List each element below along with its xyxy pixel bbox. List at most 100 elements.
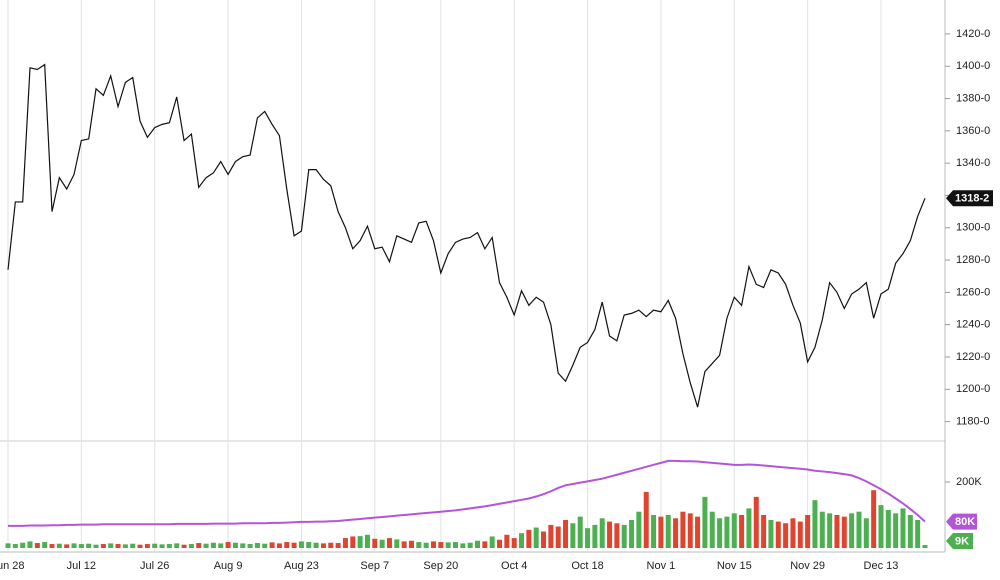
volume-bar xyxy=(827,513,833,548)
y-tick-label: 1420-0 xyxy=(956,28,990,40)
volume-bar xyxy=(856,511,862,548)
volume-bar xyxy=(511,538,517,548)
x-tick-label: Dec 13 xyxy=(864,560,899,572)
volume-bar xyxy=(166,544,172,548)
volume-bar xyxy=(878,505,884,548)
volume-bar xyxy=(805,515,811,548)
volume-bar xyxy=(306,542,312,548)
volume-bar xyxy=(680,511,686,548)
volume-bar xyxy=(342,538,348,548)
volume-bar xyxy=(313,542,319,548)
volume-bar xyxy=(724,516,730,548)
volume-bar xyxy=(27,541,33,548)
volume-bar xyxy=(416,542,422,548)
y-tick-label: 1300-0 xyxy=(956,222,990,234)
volume-bar xyxy=(548,524,554,548)
volume-bar xyxy=(269,542,275,548)
volume-bar xyxy=(196,543,202,548)
volume-bar xyxy=(607,521,613,548)
x-tick-label: Jun 28 xyxy=(0,560,25,572)
volume-bar xyxy=(20,542,26,548)
value-badge xyxy=(946,533,973,550)
volume-bar xyxy=(768,519,774,548)
volume-bar xyxy=(401,541,407,548)
volume-bar xyxy=(739,515,745,548)
volume-bar xyxy=(357,536,363,548)
volume-bar xyxy=(460,543,466,548)
volume-bar xyxy=(328,542,334,548)
volume-bar xyxy=(452,542,458,548)
volume-bar xyxy=(225,542,231,548)
volume-bar xyxy=(284,542,290,548)
volume-bar xyxy=(64,544,70,548)
volume-average-line xyxy=(8,459,926,527)
x-tick-label: Aug 23 xyxy=(284,560,319,572)
volume-bar xyxy=(291,542,297,548)
volume-bar xyxy=(797,521,803,548)
volume-bar xyxy=(629,519,635,548)
volume-bar xyxy=(497,539,503,548)
value-badge-label: 9K xyxy=(955,535,969,547)
x-tick-label: Nov 29 xyxy=(790,560,825,572)
volume-bar xyxy=(34,543,40,548)
volume-bar xyxy=(276,543,282,548)
y-tick-label: 1360-0 xyxy=(956,125,990,137)
volume-bar xyxy=(489,536,495,548)
volume-bar xyxy=(871,490,877,548)
volume-bar xyxy=(240,543,246,548)
volume-bar xyxy=(893,513,899,548)
volume-bar xyxy=(100,544,106,548)
volume-bar xyxy=(298,541,304,548)
volume-bar xyxy=(467,542,473,548)
volume-bar xyxy=(599,518,605,548)
volume-bar xyxy=(218,543,224,548)
volume-bar xyxy=(364,534,370,548)
volume-bar xyxy=(379,539,385,548)
volume-bar xyxy=(717,518,723,548)
price-line xyxy=(7,63,926,408)
volume-bar xyxy=(614,523,620,548)
volume-bar xyxy=(430,541,436,548)
volume-bar xyxy=(475,540,481,548)
x-tick-label: Sep 7 xyxy=(360,560,389,572)
volume-bar xyxy=(335,543,341,548)
volume-bar xyxy=(761,515,767,548)
x-tick-label: Nov 15 xyxy=(717,560,752,572)
volume-bar xyxy=(533,527,539,548)
volume-bar xyxy=(5,543,11,548)
volume-bar xyxy=(702,496,708,548)
volume-bar xyxy=(78,544,84,548)
x-tick-label: Aug 9 xyxy=(214,560,243,572)
volume-bar xyxy=(86,543,92,548)
volume-bar xyxy=(262,543,268,548)
volume-bar xyxy=(570,523,576,548)
volume-bar xyxy=(42,542,48,548)
volume-bar xyxy=(174,543,180,548)
volume-bar xyxy=(731,513,737,548)
volume-bar xyxy=(254,543,260,548)
volume-bar xyxy=(658,516,664,548)
value-badge-label: 80K xyxy=(955,516,975,528)
volume-bar xyxy=(621,524,627,548)
y-tick-label: 1200-0 xyxy=(956,383,990,395)
volume-bar xyxy=(841,516,847,548)
value-badge xyxy=(946,190,993,207)
volume-bar xyxy=(665,515,671,548)
volume-bar xyxy=(130,543,136,548)
volume-bar xyxy=(849,513,855,548)
volume-bar xyxy=(137,544,143,548)
volume-bar xyxy=(775,521,781,548)
volume-bar xyxy=(819,511,825,548)
volume-bar xyxy=(900,508,906,548)
y-tick-label: 200K xyxy=(956,476,982,488)
y-tick-label: 1340-0 xyxy=(956,157,990,169)
volume-bar xyxy=(907,515,913,548)
x-tick-label: Jul 26 xyxy=(140,560,169,572)
volume-bar xyxy=(320,543,326,548)
volume-bar xyxy=(350,536,356,548)
volume-bar xyxy=(915,519,921,548)
y-tick-label: 1240-0 xyxy=(956,319,990,331)
volume-bar xyxy=(885,510,891,548)
